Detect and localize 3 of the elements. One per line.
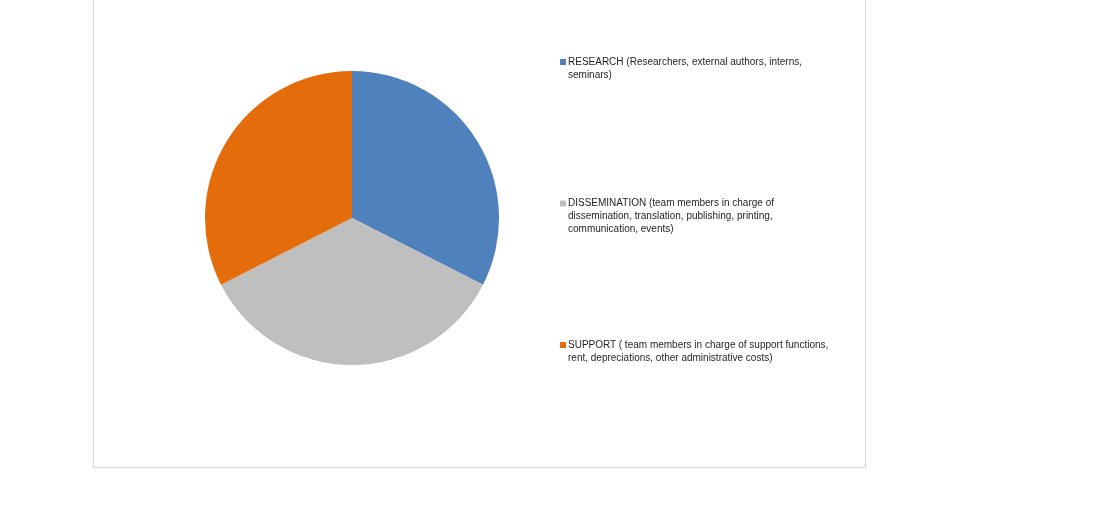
legend-label: DISSEMINATION (team members in charge of dissemination, translation, publishing, printing, communication, events) (568, 197, 775, 235)
legend-label: RESEARCH (Researchers, external authors, interns, seminars) (568, 55, 802, 80)
legend-label: SUPPORT ( team members in charge of support functions, rent, depreciations, other administrative costs) (568, 338, 829, 363)
